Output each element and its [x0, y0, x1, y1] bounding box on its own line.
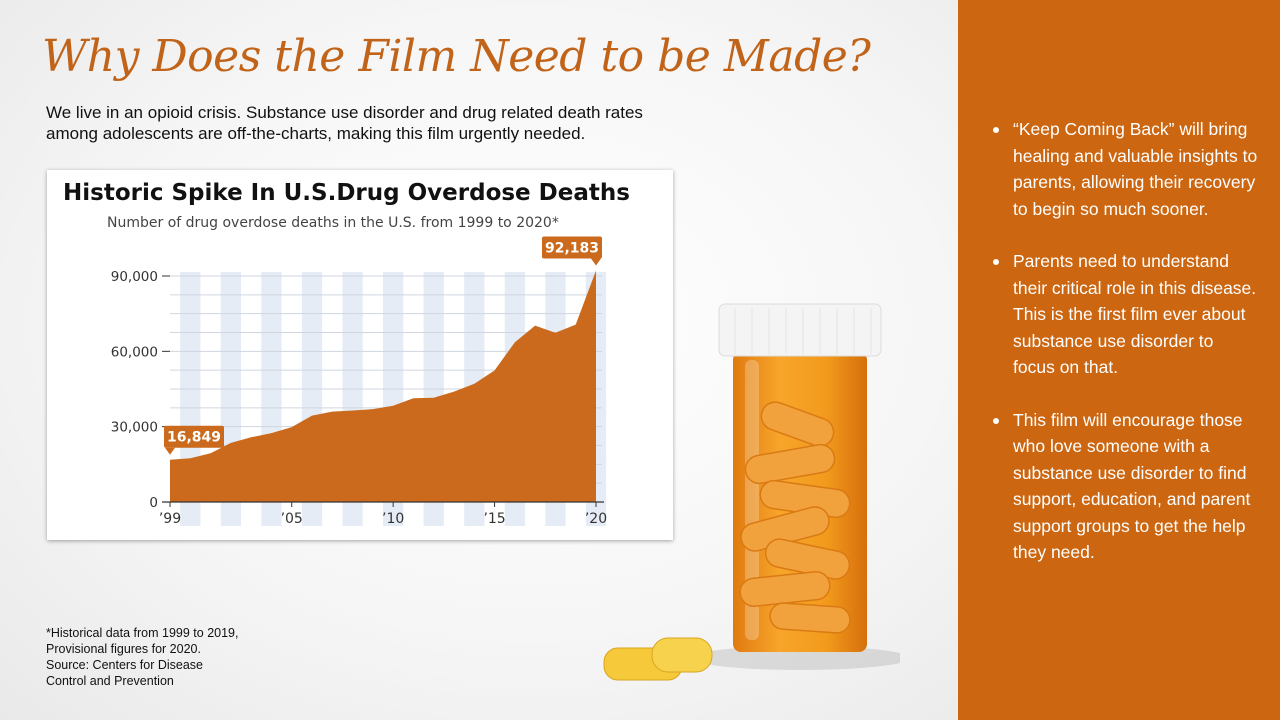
callout-pointer	[165, 447, 175, 455]
page-title: Why Does the Film Need to be Made?	[42, 31, 871, 82]
chart-axes: 0 30,000 60,000 90,000 ’99 ’05 ’10 ’15 ’20	[111, 269, 607, 527]
y-tick-label: 60,000	[111, 344, 158, 360]
footnote-line: Control and Prevention	[46, 674, 174, 688]
bullet-dot	[993, 259, 999, 265]
right-panel	[958, 0, 1280, 720]
chart-area-series	[170, 270, 596, 502]
chart-svg: Historic Spike In U.S.Drug Overdose Deat…	[63, 180, 630, 527]
x-tick-label: ’10	[382, 511, 404, 527]
callout-text: 92,183	[545, 241, 599, 257]
footnote-line: Provisional figures for 2020.	[46, 642, 201, 656]
callout-label: 16,849	[164, 425, 224, 455]
bullet-dot	[993, 127, 999, 133]
callout-box	[542, 236, 602, 259]
chart-title: Historic Spike In U.S.Drug Overdose Deat…	[63, 180, 630, 206]
x-tick-label: ’05	[281, 511, 303, 527]
y-tick-label: 30,000	[111, 420, 158, 436]
callout-box	[164, 425, 224, 448]
chart-footnote: *Historical data from 1999 to 2019, Prov…	[46, 625, 306, 689]
footnote-line: Source: Centers for Disease	[46, 658, 204, 672]
x-tick-label: ’20	[585, 511, 607, 527]
y-tick-label: 0	[149, 495, 158, 511]
callout-text: 16,849	[167, 430, 221, 446]
footnote-line: *Historical data from 1999 to 2019,	[46, 626, 239, 640]
bullet-list: “Keep Coming Back” will bring healing an…	[990, 116, 1260, 592]
overdose-chart: Historic Spike In U.S.Drug Overdose Deat…	[47, 170, 673, 540]
bullet-item: Parents need to understand their critica…	[990, 248, 1260, 381]
bullet-text: Parents need to understand their critica…	[1013, 251, 1257, 377]
callout-label: 92,183	[542, 236, 602, 266]
bullet-text: This film will encourage those who love …	[1013, 409, 1251, 563]
callout-pointer	[591, 258, 601, 266]
y-tick-label: 90,000	[111, 269, 158, 285]
x-tick-label: ’99	[159, 511, 181, 527]
x-tick-label: ’15	[483, 511, 505, 527]
bullet-item: This film will encourage those who love …	[990, 407, 1260, 566]
bullet-dot	[993, 417, 999, 424]
intro-paragraph: We live in an opioid crisis. Substance u…	[46, 103, 643, 143]
bullet-text: “Keep Coming Back” will bring healing an…	[1013, 119, 1258, 219]
chart-subtitle: Number of drug overdose deaths in the U.…	[107, 215, 559, 231]
bullet-item: “Keep Coming Back” will bring healing an…	[990, 116, 1260, 222]
pill-bottle-image	[603, 303, 900, 681]
chart-callouts: 16,849 92,183	[164, 236, 602, 455]
